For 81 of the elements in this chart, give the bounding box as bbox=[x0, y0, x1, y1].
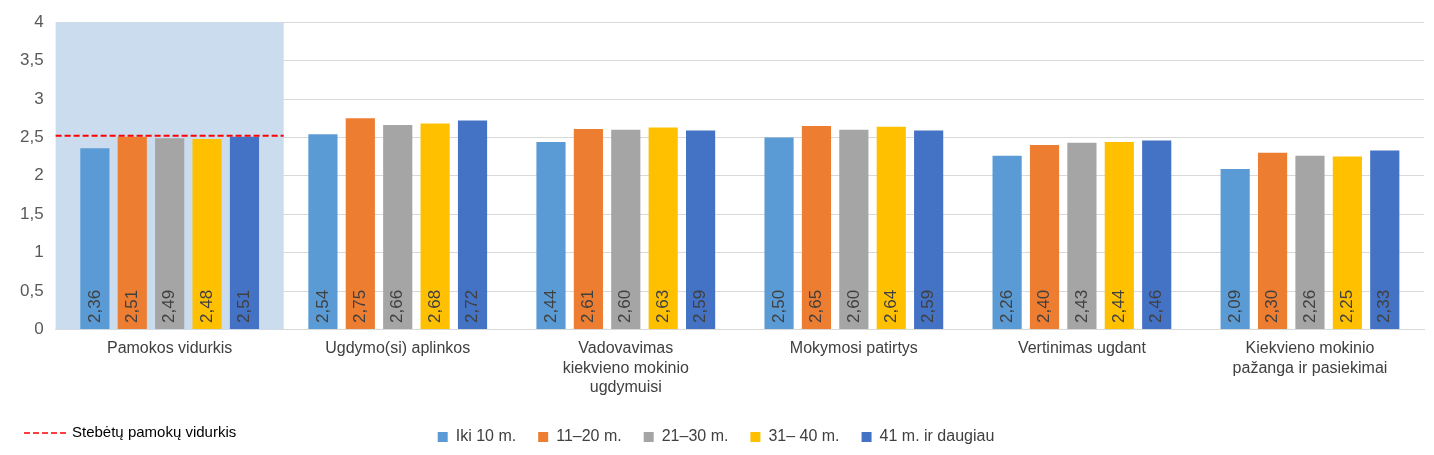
legend-label: Stebėtų pamokų vidurkis bbox=[72, 423, 237, 441]
x-tick-label: Mokymosi patirtys bbox=[789, 339, 918, 357]
data-label: 2,44 bbox=[1109, 289, 1128, 323]
bar bbox=[839, 129, 869, 329]
bar bbox=[457, 120, 488, 329]
bar bbox=[229, 136, 260, 329]
bar bbox=[1257, 152, 1288, 329]
bar bbox=[345, 118, 375, 329]
bar bbox=[876, 126, 906, 329]
data-label: 2,09 bbox=[1224, 289, 1244, 323]
data-label: 2,65 bbox=[806, 289, 826, 323]
bar bbox=[992, 155, 1022, 329]
bar bbox=[1067, 142, 1097, 329]
data-label: 2,59 bbox=[918, 289, 938, 323]
data-label: 2,33 bbox=[1374, 289, 1394, 323]
bar bbox=[914, 130, 944, 329]
bar bbox=[1029, 145, 1060, 329]
bar bbox=[1295, 155, 1325, 329]
bar bbox=[117, 136, 147, 329]
bar bbox=[536, 142, 566, 329]
bar bbox=[648, 127, 678, 329]
legend-label: 41 m. ir daugiau bbox=[879, 427, 995, 445]
bar bbox=[1332, 156, 1362, 329]
y-tick-label: 0,5 bbox=[19, 280, 44, 300]
data-label: 2,25 bbox=[1337, 289, 1357, 323]
data-label: 2,48 bbox=[196, 289, 216, 323]
data-label: 2,60 bbox=[615, 289, 635, 323]
y-tick-label: 2 bbox=[34, 165, 44, 185]
bar bbox=[80, 148, 110, 329]
data-label: 2,63 bbox=[652, 289, 672, 323]
bar bbox=[1142, 140, 1172, 329]
bar bbox=[801, 125, 832, 329]
data-label: 2,60 bbox=[843, 289, 863, 323]
data-label: 2,26 bbox=[1299, 289, 1319, 323]
bar bbox=[420, 123, 450, 329]
x-tick-label: Ugdymo(si) aplinkos bbox=[325, 339, 471, 357]
data-label: 2,50 bbox=[768, 289, 788, 323]
x-tick-label: Vadovavimas kiekvieno mokinio ugdymuisi bbox=[562, 339, 690, 395]
x-tick-label: Vertinimas ugdant bbox=[1017, 339, 1147, 357]
data-label: 2,36 bbox=[84, 289, 104, 323]
legend-label: 31– 40 m. bbox=[768, 427, 840, 445]
data-label: 2,46 bbox=[1146, 289, 1166, 323]
bar bbox=[192, 138, 222, 329]
data-label: 2,44 bbox=[540, 289, 560, 323]
data-label: 2,64 bbox=[880, 289, 900, 323]
legend-label: 21–30 m. bbox=[661, 427, 729, 445]
y-tick-label: 0 bbox=[34, 319, 44, 339]
legend-label: Iki 10 m. bbox=[455, 427, 517, 445]
data-label: 2,43 bbox=[1071, 289, 1091, 323]
data-label: 2,30 bbox=[1262, 289, 1282, 323]
data-label: 2,51 bbox=[234, 289, 254, 323]
bar bbox=[686, 130, 716, 329]
data-label: 2,59 bbox=[690, 289, 710, 323]
data-label: 2,26 bbox=[996, 289, 1016, 323]
data-label: 2,61 bbox=[578, 289, 598, 323]
bar bbox=[1104, 142, 1134, 329]
data-label: 2,68 bbox=[424, 289, 444, 323]
bar bbox=[1220, 168, 1250, 329]
data-label: 2,54 bbox=[312, 289, 332, 323]
y-tick-label: 1 bbox=[34, 242, 44, 262]
y-tick-label: 4 bbox=[34, 11, 44, 31]
bar bbox=[308, 134, 338, 329]
bar bbox=[611, 129, 641, 329]
data-label: 2,72 bbox=[462, 289, 482, 323]
data-label: 2,66 bbox=[387, 289, 407, 323]
x-tick-label: Kiekvieno mokinio pažanga ir pasiekimai bbox=[1232, 339, 1388, 376]
x-tick-label: Pamokos vidurkis bbox=[106, 339, 233, 357]
bar bbox=[155, 138, 185, 329]
data-label: 2,49 bbox=[159, 289, 179, 323]
y-tick-label: 1,5 bbox=[19, 203, 44, 223]
bar bbox=[764, 137, 794, 329]
bar bbox=[573, 128, 603, 329]
y-tick-label: 3 bbox=[34, 88, 44, 108]
y-tick-label: 3,5 bbox=[19, 50, 44, 70]
legend-label: 11–20 m. bbox=[556, 427, 622, 445]
data-label: 2,75 bbox=[350, 289, 370, 323]
bar bbox=[383, 125, 413, 329]
y-tick-label: 2,5 bbox=[19, 127, 44, 147]
data-label: 2,40 bbox=[1034, 289, 1054, 323]
bar bbox=[1370, 150, 1400, 329]
data-label: 2,51 bbox=[121, 289, 141, 323]
